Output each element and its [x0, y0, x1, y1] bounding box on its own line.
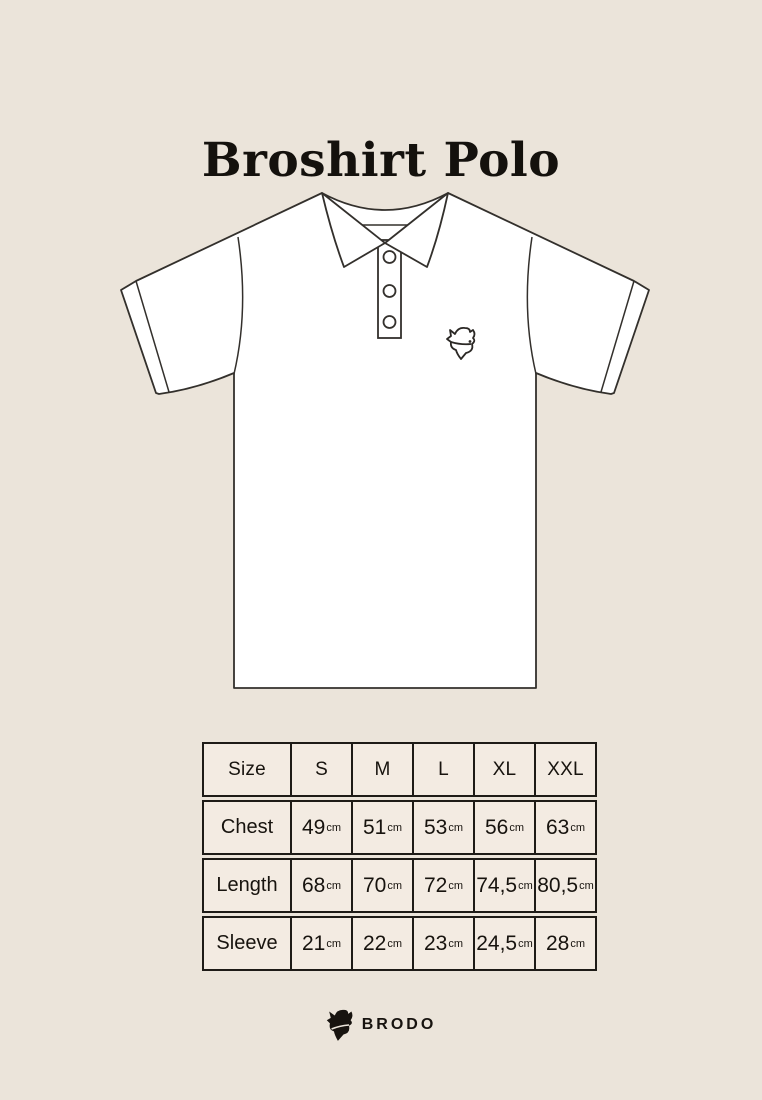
rhino-head-icon	[326, 1009, 353, 1041]
left-armhole-seam	[233, 236, 244, 375]
brand-logo: BRODO	[0, 1008, 762, 1042]
table-cell: 74,5 cm	[473, 858, 536, 913]
row-label: Length	[202, 858, 292, 913]
right-cuff-seam	[600, 280, 635, 393]
left-cuff-seam	[135, 280, 170, 393]
table-cell: 53 cm	[412, 800, 475, 855]
table-cell: 80,5 cm	[534, 858, 597, 913]
table-cell: 24,5 cm	[473, 916, 536, 971]
page-title: Broshirt Polo	[201, 133, 561, 189]
row-label: Sleeve	[202, 916, 292, 971]
shirt-silhouette	[120, 192, 650, 689]
table-cell: 21 cm	[290, 916, 353, 971]
table-cell: 70 cm	[351, 858, 414, 913]
table-cell: 68 cm	[290, 858, 353, 913]
header-s: S	[290, 742, 353, 797]
header-xl: XL	[473, 742, 536, 797]
collar-right-lapel	[384, 192, 449, 268]
placket-button-3	[382, 315, 397, 329]
table-row-sleeve: Sleeve 21 cm 22 cm 23 cm 24,5 cm 28 cm	[202, 916, 597, 971]
table-row-chest: Chest 49 cm 51 cm 53 cm 56 cm 63 cm	[202, 800, 597, 855]
polo-shirt-svg	[120, 192, 650, 689]
placket-button-1	[382, 250, 397, 264]
table-cell: 72 cm	[412, 858, 475, 913]
header-xxl: XXL	[534, 742, 597, 797]
table-cell: 63 cm	[534, 800, 597, 855]
header-m: M	[351, 742, 414, 797]
right-armhole-seam	[526, 236, 537, 375]
polo-shirt-illustration	[111, 180, 651, 695]
row-label: Chest	[202, 800, 292, 855]
table-row-length: Length 68 cm 70 cm 72 cm 74,5 cm 80,5 cm	[202, 858, 597, 913]
table-cell: 22 cm	[351, 916, 414, 971]
header-l: L	[412, 742, 475, 797]
table-cell: 56 cm	[473, 800, 536, 855]
table-cell: 28 cm	[534, 916, 597, 971]
size-table: Size S M L XL XXL Chest 49 cm 51 cm 53 cm 5…	[202, 742, 597, 974]
table-cell: 23 cm	[412, 916, 475, 971]
collar-left-lapel	[321, 192, 386, 268]
chest-rhino-logo-icon	[446, 326, 476, 360]
table-cell: 49 cm	[290, 800, 353, 855]
table-cell: 51 cm	[351, 800, 414, 855]
table-header-row: Size S M L XL XXL	[202, 742, 597, 797]
header-size: Size	[202, 742, 292, 797]
brand-name: BRODO	[361, 1016, 437, 1033]
placket-button-2	[382, 284, 397, 298]
